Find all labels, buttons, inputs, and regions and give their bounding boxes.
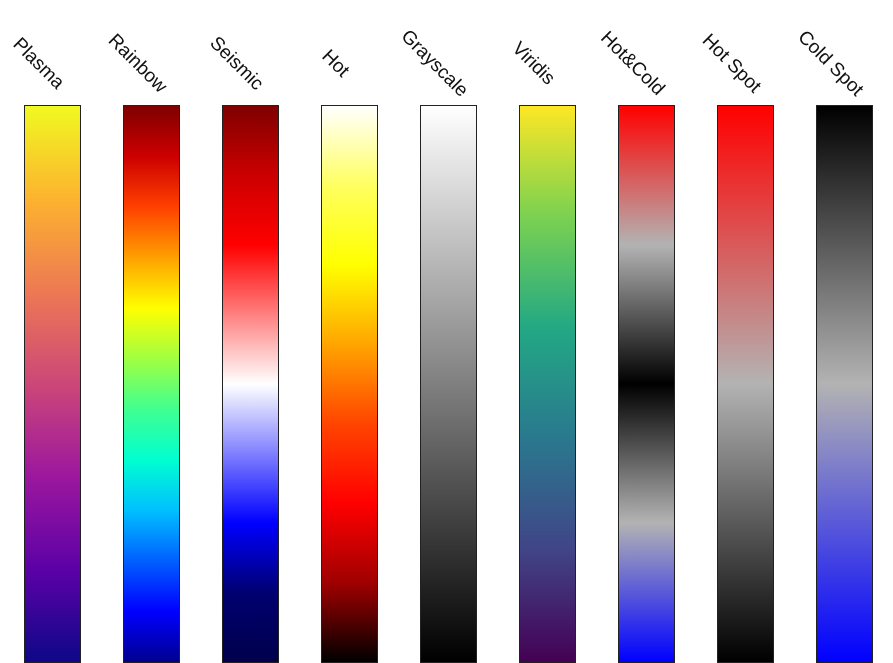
- colormap-label-plasma: Plasma: [8, 33, 69, 94]
- colormap-label-viridis: Viridis: [507, 38, 559, 90]
- colormap-bar-hot: [321, 105, 378, 663]
- colormap-label-rainbow: Rainbow: [103, 30, 171, 98]
- colormap-plasma: Plasma: [9, 0, 81, 663]
- colormap-label-seismic: Seismic: [205, 32, 268, 95]
- colormap-bar-grayscale: [420, 105, 477, 663]
- colormap-label-hot-spot: Hot Spot: [697, 30, 765, 98]
- colormap-bar-hot-spot: [717, 105, 774, 663]
- colormap-bar-rainbow: [123, 105, 180, 663]
- colormap-bar-plasma: [24, 105, 81, 663]
- colormap-cold-spot: Cold Spot: [793, 0, 873, 663]
- colormap-bar-viridis: [519, 105, 576, 663]
- colormap-label-hot-and-cold: Hot&Cold: [596, 27, 669, 100]
- colormap-seismic: Seismic: [205, 0, 279, 663]
- colormap-label-grayscale: Grayscale: [396, 25, 473, 102]
- colormap-bar-hot-and-cold: [618, 105, 675, 663]
- colormap-hot: Hot: [317, 0, 378, 663]
- colormap-hot-and-cold: Hot&Cold: [596, 0, 675, 663]
- colormap-grayscale: Grayscale: [397, 0, 477, 663]
- colormap-label-hot: Hot: [317, 45, 354, 82]
- colormap-hot-spot: Hot Spot: [698, 0, 774, 663]
- colormap-bar-cold-spot: [816, 105, 873, 663]
- colormap-label-cold-spot: Cold Spot: [793, 26, 868, 101]
- colormap-bar-seismic: [222, 105, 279, 663]
- colormap-viridis: Viridis: [508, 0, 576, 663]
- colormap-rainbow: Rainbow: [104, 0, 180, 663]
